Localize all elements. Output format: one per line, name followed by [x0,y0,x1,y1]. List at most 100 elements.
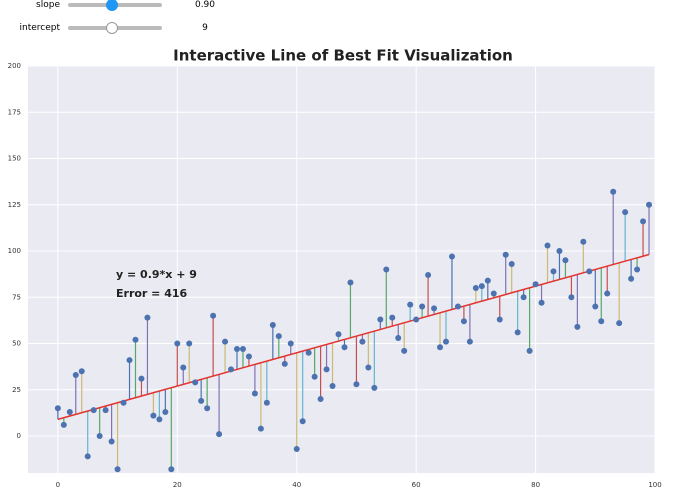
data-point [568,294,575,301]
data-point [317,396,324,402]
x-tick-label: 100 [648,481,661,489]
data-point [78,368,85,375]
data-point [580,238,587,245]
data-point [490,290,497,297]
data-point [532,281,539,288]
data-point [622,209,629,216]
data-point [460,318,467,325]
data-point [162,408,169,415]
slider-knob[interactable] [106,22,118,34]
data-point [66,408,73,415]
x-tick-label: 40 [292,481,301,489]
data-point [54,405,61,412]
slope-widget: slope 0.90 [0,0,240,12]
data-point [413,316,420,323]
annotation: Error = 416 [116,287,188,300]
data-point [281,360,288,367]
data-point [72,371,79,378]
annotation: y = 0.9*x + 9 [116,268,197,281]
data-point [192,379,199,386]
y-tick-label: 125 [8,201,21,209]
data-point [377,316,384,323]
data-point [245,353,252,360]
data-point [437,344,444,351]
data-point [323,366,330,373]
data-point [586,268,593,275]
data-point [598,318,605,325]
chart: Interactive Line of Best Fit Visualizati… [8,47,662,490]
data-point [335,331,342,338]
data-point [520,294,527,301]
data-point [311,373,318,380]
data-point [574,323,581,330]
data-point [257,425,264,432]
data-point [502,251,509,258]
data-point [514,329,521,336]
data-point [102,407,109,414]
data-point [401,347,408,354]
chart-title: Interactive Line of Best Fit Visualizati… [173,47,513,65]
data-point [508,260,515,267]
data-point [156,416,163,423]
data-point [126,357,133,364]
data-point [538,299,545,306]
data-point [371,384,378,391]
data-point [293,445,300,452]
data-point [96,433,103,439]
data-point [425,272,432,279]
data-point [466,338,473,345]
data-point [144,314,151,321]
data-point [628,275,635,282]
data-point [562,257,569,264]
fit-line [57,253,650,421]
slider-value: 9 [202,23,208,33]
data-point [407,301,414,308]
y-tick-label: 150 [8,155,21,163]
data-point [389,314,396,321]
data-point [383,266,390,273]
slider-knob[interactable] [106,0,118,11]
intercept-widget: intercept 9 [0,21,240,35]
data-point [443,338,449,345]
data-point [496,316,503,323]
y-tick-label: 25 [12,386,21,394]
data-point [419,303,426,310]
data-point [556,248,563,254]
data-point [287,340,294,347]
data-point [640,218,647,225]
slider-value: 0.90 [194,0,216,10]
data-point [234,346,240,353]
data-point [550,268,557,275]
data-point [604,290,611,297]
data-point [365,364,372,371]
slider-label: intercept [19,23,61,33]
data-point [180,364,187,371]
data-point [132,336,139,343]
data-point [269,322,276,328]
data-point [210,312,217,319]
data-point [395,334,402,341]
data-point [251,390,258,397]
data-point [634,266,641,273]
data-point [431,305,438,312]
data-point [138,375,145,382]
data-point [616,320,623,327]
data-point [454,303,461,310]
data-point [478,283,485,290]
data-point [204,405,211,412]
slider-label: slope [36,0,60,10]
data-point [347,279,354,286]
data-point [592,303,599,310]
data-point [60,421,67,428]
y-tick-label: 100 [8,247,21,255]
data-point [263,399,270,406]
data-point [526,347,533,354]
data-point [341,344,348,351]
data-point [120,399,127,406]
data-point [239,346,246,353]
data-point [228,366,235,373]
data-point [174,340,181,347]
data-point [448,253,455,260]
data-point [168,466,175,473]
